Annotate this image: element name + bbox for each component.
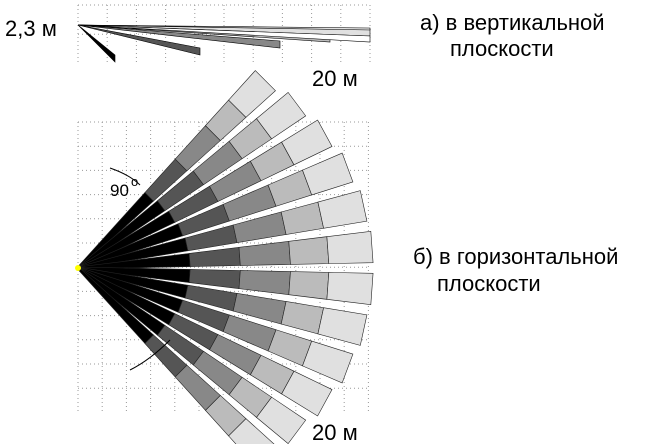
- beam-segment: [317, 190, 368, 229]
- beam-segment: [188, 247, 241, 267]
- angle-label: 90: [110, 181, 129, 200]
- beam-segment: [288, 236, 330, 265]
- beam-segment: [188, 269, 241, 289]
- beam: [77, 24, 116, 63]
- beams-horizontal: [76, 70, 374, 444]
- distance-label: 20 м: [312, 66, 358, 91]
- caption-line: плоскости: [450, 36, 554, 61]
- caption-line: плоскости: [437, 271, 541, 296]
- height-label: 2,3 м: [5, 16, 57, 41]
- beam-segment: [302, 340, 354, 384]
- beam-segment: [238, 240, 291, 266]
- beams-vertical: [77, 24, 371, 63]
- distance-label: 20 м: [312, 420, 358, 444]
- beam-segment: [288, 271, 330, 300]
- beam-segment: [326, 230, 374, 264]
- beam-segment: [326, 272, 374, 306]
- beam-segment: [228, 70, 276, 118]
- angle-arc: [109, 167, 141, 186]
- beam-segment: [280, 201, 324, 235]
- beam: [77, 24, 371, 31]
- beam-segment: [228, 418, 275, 444]
- caption-line: а) в вертикальной: [420, 10, 605, 35]
- angle-unit: o: [131, 174, 138, 189]
- beam: [77, 24, 371, 43]
- angle-arc: [129, 339, 171, 371]
- sensor-origin: [75, 265, 81, 271]
- beam-segment: [280, 301, 324, 335]
- beam-segment: [302, 152, 354, 196]
- beam-segment: [281, 119, 333, 166]
- beam: [77, 24, 281, 49]
- beam-segment: [317, 307, 368, 346]
- caption-line: б) в горизонтальной: [413, 244, 618, 269]
- beam: [77, 24, 201, 56]
- beam-segment: [256, 91, 307, 140]
- beam-segment: [281, 370, 333, 417]
